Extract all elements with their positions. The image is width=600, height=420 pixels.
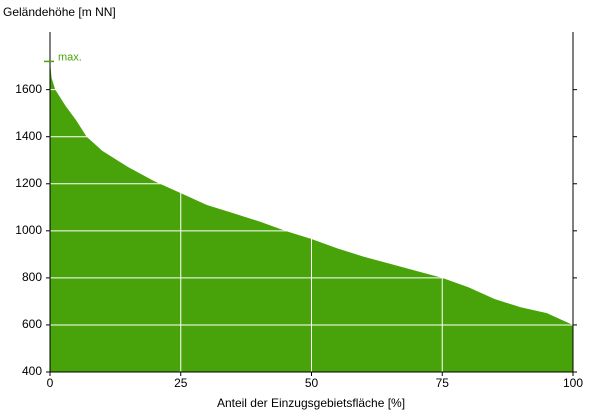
- x-tick-label: 0: [47, 376, 54, 390]
- y-tick-label: 1400: [15, 129, 42, 143]
- y-tick-label: 600: [22, 317, 42, 331]
- x-tick-label: 75: [436, 376, 450, 390]
- x-tick-label: 50: [305, 376, 319, 390]
- y-tick-label: 1200: [15, 176, 42, 190]
- x-tick-label: 100: [563, 376, 583, 390]
- x-axis-label: Anteil der Einzugsgebietsfläche [%]: [217, 396, 405, 410]
- y-tick-label: 1000: [15, 223, 42, 237]
- y-tick-label: 800: [22, 270, 42, 284]
- y-axis-label: Geländehöhe [m NN]: [3, 5, 116, 19]
- y-tick-label: 400: [22, 364, 42, 378]
- max-label: max.: [58, 51, 82, 63]
- x-tick-label: 25: [174, 376, 188, 390]
- y-tick-label: 1600: [15, 82, 42, 96]
